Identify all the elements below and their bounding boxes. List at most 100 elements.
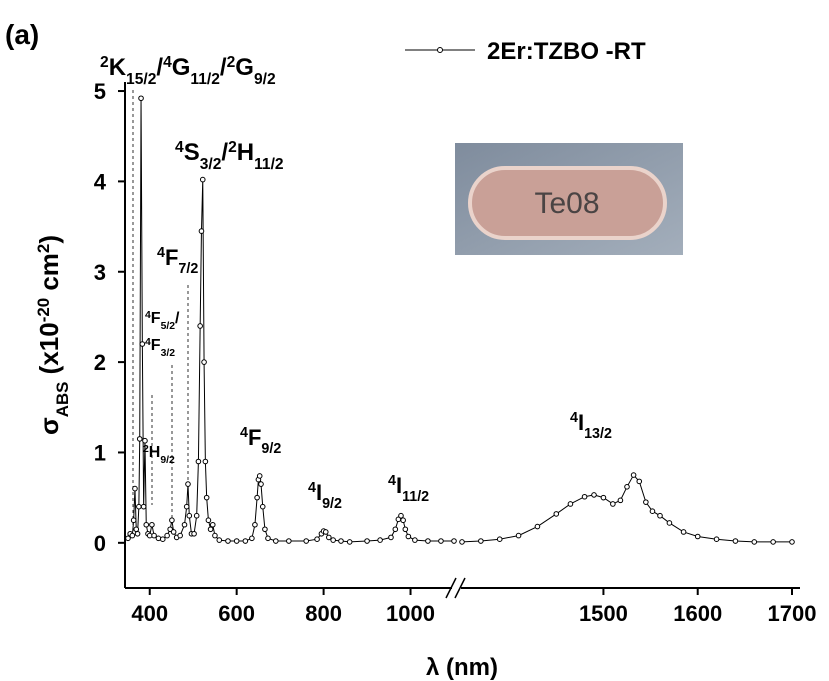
data-point: [657, 512, 663, 519]
data-point: [610, 501, 616, 507]
label-part: 15/2: [126, 71, 157, 88]
label-part: 4: [145, 337, 151, 348]
data-point: [155, 535, 162, 542]
label-part: I: [578, 410, 584, 435]
data-point: [138, 95, 144, 102]
data-point: [191, 530, 197, 537]
label-part: -20: [34, 298, 53, 322]
y-tick-label: 4: [94, 169, 107, 194]
data-point: [478, 538, 484, 544]
data-point: [314, 536, 320, 543]
data-point: [149, 521, 155, 528]
data-point: [322, 529, 329, 535]
data-point: [451, 538, 457, 544]
data-point: [193, 512, 200, 519]
data-point: [151, 532, 157, 539]
data-point: [377, 537, 383, 543]
label-part: 2: [143, 444, 149, 455]
data-point: [185, 481, 191, 487]
label-part: 5/2: [161, 321, 176, 332]
data-point: [388, 534, 394, 541]
data-point: [212, 532, 218, 539]
data-point: [181, 521, 188, 528]
data-point: [140, 503, 147, 510]
data-point: [364, 538, 370, 544]
data-point: [186, 512, 193, 519]
data-point: [666, 520, 673, 526]
annotation: 4F5/2/: [145, 310, 180, 332]
data-point: [198, 228, 205, 234]
data-point: [600, 494, 607, 501]
label-part: 4: [175, 139, 184, 156]
sample: [468, 166, 667, 240]
label-part: 2: [228, 139, 237, 156]
label-part: ABS: [53, 382, 72, 418]
label-part: 2: [100, 54, 109, 71]
x-tick-label: 400: [131, 601, 168, 626]
data-point: [258, 481, 264, 487]
data-point: [143, 521, 150, 528]
data-point: [330, 537, 336, 543]
data-point: [262, 526, 268, 533]
y-tick-label: 1: [94, 440, 106, 465]
y-tick-label: 2: [94, 350, 106, 375]
panel-label: (a): [5, 19, 39, 50]
data-point: [338, 538, 344, 544]
label-part: 11/2: [190, 71, 220, 88]
annotation: 4F9/2: [240, 425, 281, 457]
y-tick-label: 5: [94, 79, 106, 104]
data-point: [617, 497, 624, 504]
x-tick-label: 1600: [673, 601, 722, 626]
label-part: σ: [34, 417, 64, 435]
data-point: [129, 532, 136, 539]
data-point: [170, 529, 177, 535]
label-part: 4: [308, 480, 316, 496]
data-point: [142, 437, 148, 444]
data-point: [534, 523, 541, 530]
data-point: [496, 536, 503, 543]
label-part: 3/2: [161, 348, 176, 359]
data-point: [402, 526, 409, 533]
data-point: [164, 532, 170, 539]
data-point: [203, 494, 210, 501]
label-part: 4: [157, 245, 165, 261]
annotation: 4I13/2: [570, 410, 612, 442]
data-point: [233, 538, 240, 544]
y-tick-label: 0: [94, 531, 106, 556]
annotation: 4F3/2: [145, 337, 175, 359]
data-point: [136, 503, 142, 510]
label-part: I: [316, 480, 322, 505]
y-tick-label: 3: [94, 260, 106, 285]
label-part: 4: [388, 473, 396, 489]
data-point: [425, 538, 431, 544]
label-part: cm: [34, 253, 64, 298]
label-part: F: [151, 310, 161, 327]
label-part: 7/2: [178, 261, 198, 277]
data-point: [167, 526, 173, 533]
data-point: [567, 501, 574, 507]
data-point: [132, 485, 138, 492]
label-part: ): [34, 235, 64, 244]
y-axis-label: σABS (x10-20 cm2): [34, 235, 72, 435]
data-point: [202, 458, 209, 465]
label-part: H: [149, 444, 161, 461]
data-point: [272, 538, 279, 544]
data-point: [286, 538, 292, 544]
data-point: [694, 533, 701, 540]
data-point: [326, 534, 332, 541]
label-part: F: [151, 337, 161, 354]
x-tick-label: 800: [305, 601, 342, 626]
data-point: [177, 532, 183, 539]
label-part: F: [248, 425, 261, 450]
data-point: [205, 517, 212, 524]
data-point: [459, 539, 465, 545]
data-point: [265, 535, 271, 542]
label-part: 2: [227, 54, 236, 71]
data-point: [649, 508, 656, 514]
data-point: [398, 512, 404, 519]
data-point: [256, 473, 263, 479]
data-point: [789, 539, 795, 545]
data-point: [216, 537, 223, 543]
inset-photo: Te08: [455, 143, 683, 255]
data-point: [412, 537, 418, 543]
